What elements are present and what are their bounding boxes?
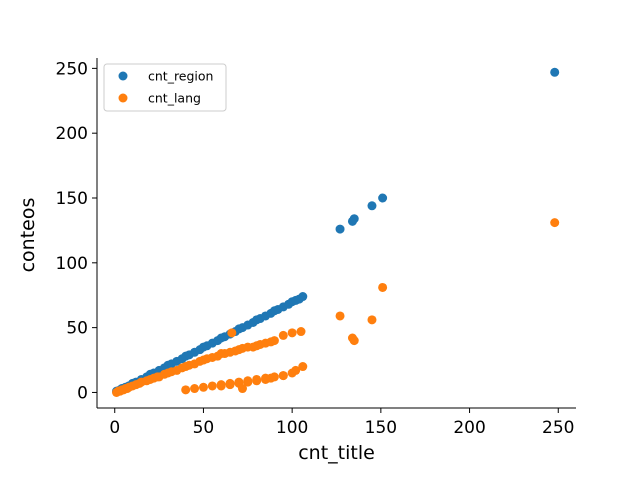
data-point-cnt_lang	[378, 282, 388, 292]
x-tick-label: 100	[276, 418, 308, 438]
legend: cnt_region cnt_lang	[103, 63, 227, 112]
data-point-cnt_lang	[190, 384, 200, 394]
data-point-cnt_lang	[291, 365, 301, 375]
y-tick-label: 150	[56, 189, 88, 209]
data-point-cnt_lang	[181, 385, 191, 395]
data-point-cnt_lang	[278, 330, 288, 340]
y-axis-title: conteos	[17, 198, 39, 273]
plot-area	[112, 67, 560, 397]
series-cnt_lang	[112, 218, 560, 397]
x-tick-label: 0	[109, 418, 120, 438]
legend-box	[103, 63, 227, 112]
data-point-cnt_region	[550, 67, 560, 77]
data-point-cnt_region	[298, 292, 308, 302]
data-point-cnt_region	[367, 201, 377, 211]
data-point-cnt_lang	[269, 336, 279, 346]
series-cnt_region	[112, 67, 560, 396]
legend-marker-cnt_lang	[118, 93, 128, 103]
data-point-cnt_lang	[296, 327, 306, 337]
data-point-cnt_lang	[227, 328, 237, 338]
data-point-cnt_region	[335, 224, 345, 234]
data-point-cnt_lang	[207, 381, 217, 391]
data-point-cnt_lang	[349, 336, 359, 346]
data-point-cnt_lang	[298, 362, 308, 372]
legend-label-cnt_region: cnt_region	[148, 69, 213, 84]
y-tick-label: 250	[56, 59, 88, 79]
axes: 0 50 100 150 200 250 0 50 100 150 200 250	[56, 58, 576, 438]
data-point-cnt_lang	[278, 371, 288, 381]
data-point-cnt_region	[349, 214, 359, 224]
data-point-cnt_lang	[261, 373, 271, 383]
data-point-cnt_lang	[252, 374, 262, 384]
y-tick-label: 50	[66, 319, 88, 339]
y-tick-label: 0	[77, 383, 88, 403]
y-tick-label: 100	[56, 254, 88, 274]
data-point-cnt_region	[378, 193, 388, 203]
x-tick-label: 150	[365, 418, 397, 438]
data-point-cnt_lang	[287, 328, 297, 338]
data-point-cnt_lang	[243, 376, 253, 386]
legend-marker-cnt_region	[118, 71, 128, 81]
data-point-cnt_lang	[198, 382, 208, 392]
data-point-cnt_lang	[216, 380, 226, 390]
data-point-cnt_lang	[335, 311, 345, 321]
data-point-cnt_lang	[550, 218, 560, 228]
x-tick-label: 200	[453, 418, 485, 438]
data-point-cnt_lang	[237, 384, 247, 394]
y-tick-label: 200	[56, 124, 88, 144]
x-tick-label: 250	[542, 418, 574, 438]
data-point-cnt_lang	[269, 372, 279, 382]
data-point-cnt_lang	[367, 315, 377, 325]
x-axis-title: cnt_title	[298, 442, 375, 464]
data-point-cnt_lang	[225, 378, 235, 388]
legend-label-cnt_lang: cnt_lang	[148, 91, 201, 106]
x-tick-label: 50	[193, 418, 215, 438]
